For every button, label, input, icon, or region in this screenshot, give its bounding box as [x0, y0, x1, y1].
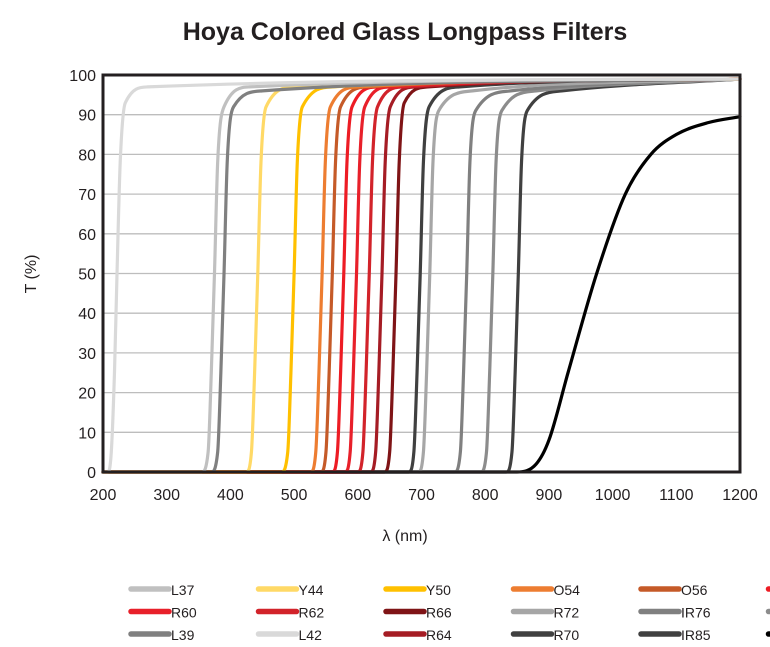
series-line-rm100: [101, 115, 742, 474]
y-tick-label: 70: [78, 187, 96, 204]
legend-item-o54: O54: [510, 582, 581, 598]
x-tick-label: 900: [536, 487, 563, 504]
legend-item-r66: R66: [383, 605, 452, 621]
chart-title: Hoya Colored Glass Longpass Filters: [183, 18, 628, 46]
series-lines: [101, 77, 742, 474]
y-tick-label: 10: [78, 425, 96, 442]
legend-label: R66: [426, 605, 452, 621]
legend-item-r70: R70: [510, 627, 580, 643]
y-tick-label: 80: [78, 147, 96, 164]
legend-item-l42: L42: [255, 627, 323, 643]
legend-label: L37: [171, 582, 195, 598]
x-tick-label: 600: [344, 487, 371, 504]
x-tick-label: 1200: [722, 487, 758, 504]
legend-label: IR76: [681, 605, 711, 621]
y-tick-label: 0: [87, 465, 96, 482]
legend-label: R62: [299, 605, 325, 621]
x-tick-label: 500: [281, 487, 308, 504]
legend-label: L39: [171, 627, 195, 643]
y-tick-label: 60: [78, 227, 96, 244]
legend-label: IR85: [681, 627, 711, 643]
y-axis-label: T (%): [23, 255, 40, 294]
x-tick-label: 400: [217, 487, 244, 504]
legend-label: O54: [554, 582, 581, 598]
legend-label: R60: [171, 605, 197, 621]
legend-label: Y44: [299, 582, 324, 598]
x-axis-ticks: 200 300 400 500 600 700 800 900 1000 1100 1200: [90, 487, 758, 504]
x-tick-label: 1000: [595, 487, 631, 504]
y-tick-label: 90: [78, 108, 96, 125]
x-tick-label: 700: [408, 487, 435, 504]
y-tick-label: 40: [78, 306, 96, 323]
series-line-l42: [101, 77, 742, 474]
y-tick-label: 100: [69, 68, 96, 85]
legend-item-l39: L39: [128, 627, 195, 643]
legend-item-r64: R64: [383, 627, 452, 643]
legend-item-y50: Y50: [383, 582, 451, 598]
y-axis-ticks: 0 10 20 30 40 50 60 70 80 90 100: [69, 68, 96, 482]
y-tick-label: 30: [78, 346, 96, 363]
legend-item-y44: Y44: [255, 582, 324, 598]
y-tick-label: 50: [78, 267, 96, 284]
legend-label: O56: [681, 582, 708, 598]
x-tick-label: 800: [472, 487, 499, 504]
legend-item-ir76: IR76: [638, 605, 711, 621]
legend-label: Y50: [426, 582, 451, 598]
x-tick-label: 1100: [659, 487, 694, 504]
legend-label: R70: [554, 627, 580, 643]
legend-item-r72: R72: [510, 605, 580, 621]
legend-item-ir85: IR85: [638, 627, 711, 643]
legend-item-o56: O56: [638, 582, 708, 598]
y-tick-label: 20: [78, 386, 96, 403]
legend-item-r60: R60: [128, 605, 197, 621]
x-axis-label: λ (nm): [382, 528, 427, 545]
legend-label: R72: [554, 605, 580, 621]
x-tick-label: 300: [153, 487, 180, 504]
legend-item-l37: L37: [128, 582, 195, 598]
legend: L37Y44Y50O54O56O58R60R62R66R72IR76IR80L3…: [128, 582, 770, 643]
plot-frame: [101, 73, 742, 474]
legend-label: L42: [299, 627, 323, 643]
series-line-r70: [101, 77, 742, 474]
legend-item-r62: R62: [255, 605, 325, 621]
x-tick-label: 200: [90, 487, 117, 504]
legend-label: R64: [426, 627, 452, 643]
